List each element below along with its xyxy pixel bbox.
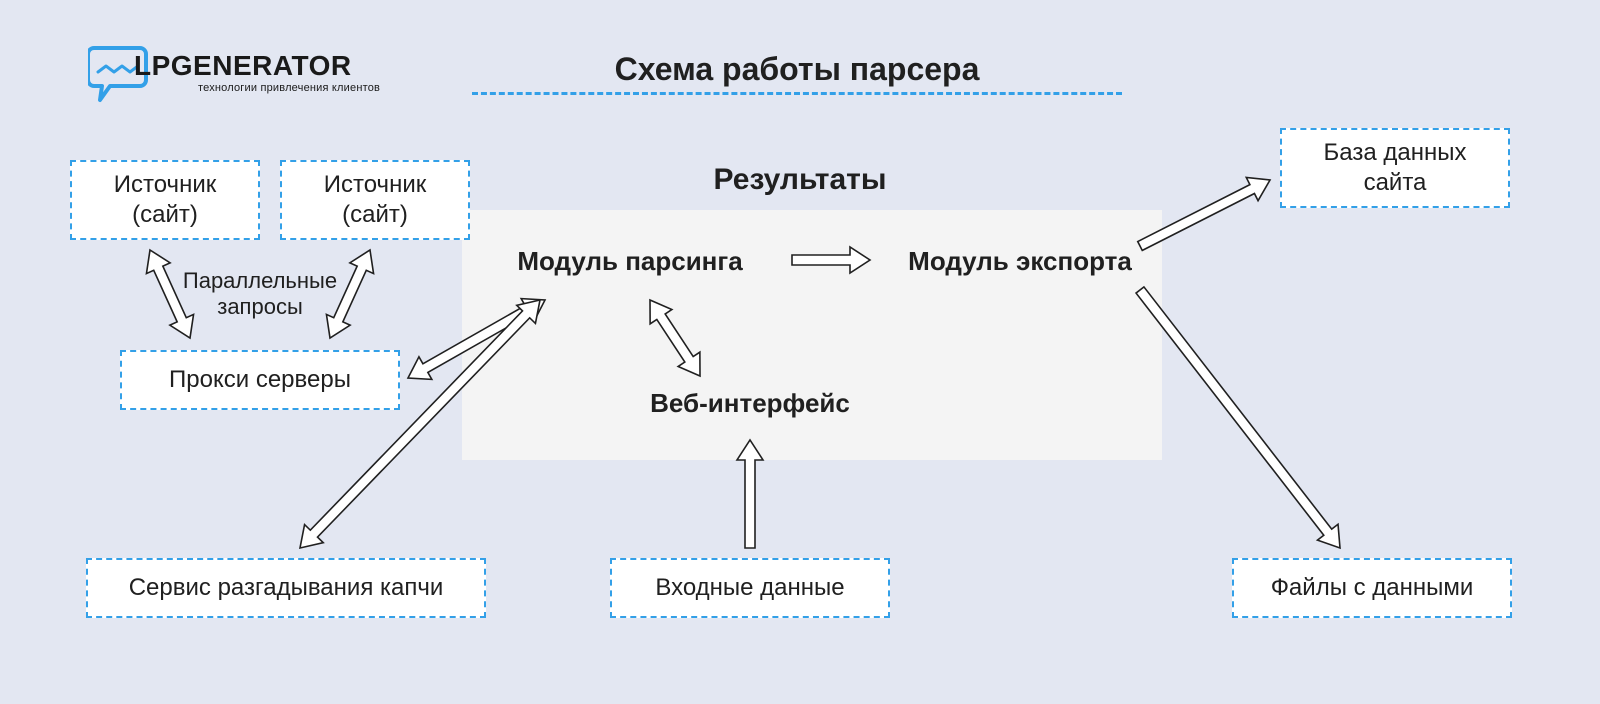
logo-tagline: технологии привлечения клиентов — [198, 82, 380, 94]
box-source2: Источник (сайт) — [280, 160, 470, 240]
diagram-title: Схема работы парсера — [562, 50, 1032, 88]
results-label: Результаты — [670, 162, 930, 198]
box-input: Входные данные — [610, 558, 890, 618]
box-source1: Источник (сайт) — [70, 160, 260, 240]
logo-text: LPGENERATOR — [134, 50, 352, 82]
box-db: База данных сайта — [1280, 128, 1510, 208]
box-captcha: Сервис разгадывания капчи — [86, 558, 486, 618]
box-proxy: Прокси серверы — [120, 350, 400, 410]
box-files: Файлы с данными — [1232, 558, 1512, 618]
web-interface: Веб-интерфейс — [620, 388, 880, 419]
logo: LPGENERATOR технологии привлечения клиен… — [88, 36, 388, 116]
diagram-canvas: LPGENERATOR технологии привлечения клиен… — [0, 0, 1600, 704]
module-parsing: Модуль парсинга — [490, 246, 770, 277]
title-underline — [472, 92, 1122, 95]
module-export: Модуль экспорта — [880, 246, 1160, 277]
parallel-requests-label: Параллельные запросы — [160, 268, 360, 321]
